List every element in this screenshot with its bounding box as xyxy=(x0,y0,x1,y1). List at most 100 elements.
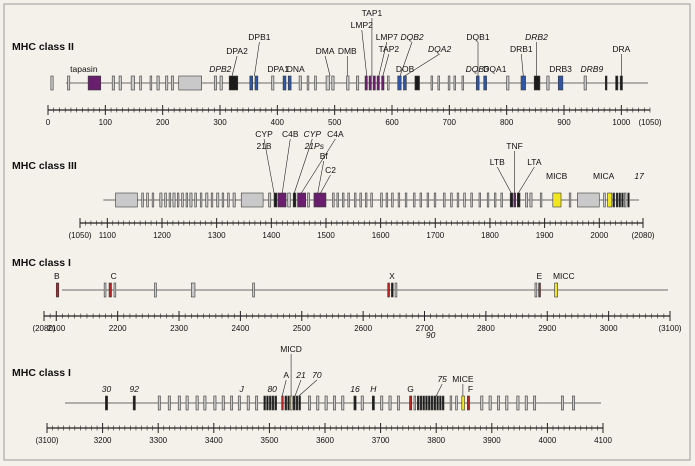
gene-block xyxy=(332,192,335,208)
gene-label: DRB9 xyxy=(581,64,604,74)
label-leader xyxy=(404,53,440,77)
gene-block xyxy=(494,192,497,208)
gene-block xyxy=(391,282,394,298)
gene-block xyxy=(268,192,272,208)
gene-label: 70 xyxy=(312,370,322,380)
gene-label: 75 xyxy=(437,374,447,384)
gene-block xyxy=(356,75,360,91)
axis-tick-label: 1700 xyxy=(426,231,444,240)
gene-block xyxy=(368,75,372,91)
gene-label: DPA1 xyxy=(267,64,289,74)
gene-block xyxy=(359,192,362,208)
gene-block xyxy=(509,192,514,208)
gene-block xyxy=(146,192,149,208)
gene-block xyxy=(403,75,407,91)
gene-label: E xyxy=(536,271,542,281)
gene-block xyxy=(185,395,189,411)
gene-label: MICE xyxy=(452,374,474,384)
axis-tick-label: 700 xyxy=(443,118,457,127)
gene-block xyxy=(480,395,484,411)
gene-label: DRA xyxy=(612,44,630,54)
row-2: MHC class I B C X E MICC (2080)2100 2200 2300 240… xyxy=(12,257,682,333)
label-leader xyxy=(293,138,313,194)
gene-block xyxy=(271,75,275,91)
gene-block xyxy=(287,192,291,208)
gene-block xyxy=(331,75,335,91)
label-leader xyxy=(361,29,368,77)
gene-block xyxy=(534,282,538,298)
gene-block xyxy=(55,282,60,298)
gene-block xyxy=(354,192,357,208)
gene-label: DNA xyxy=(287,64,305,74)
axis-tick-label: 3300 xyxy=(149,436,167,445)
gene-label: DRB3 xyxy=(549,64,572,74)
gene-block xyxy=(455,395,458,411)
axis-tick-label: 3800 xyxy=(427,436,445,445)
gene-label: MICB xyxy=(546,171,568,181)
gene-block xyxy=(151,192,155,208)
gene-block xyxy=(456,192,460,208)
label-leader xyxy=(382,53,390,77)
gene-label: TAP1 xyxy=(362,8,383,18)
label-leader xyxy=(301,138,336,194)
label-leader xyxy=(317,160,325,194)
gene-label: A xyxy=(283,370,289,380)
gene-block xyxy=(240,192,264,208)
gene-block xyxy=(306,75,310,91)
axis-tick-label: (2080) xyxy=(631,231,654,240)
axis-tick-label: 1800 xyxy=(481,231,499,240)
gene-block xyxy=(277,192,287,208)
gene-block xyxy=(266,395,269,411)
gene-block xyxy=(506,75,510,91)
gene-label: 92 xyxy=(130,384,140,394)
gene-label: 16 xyxy=(350,384,360,394)
gene-block xyxy=(181,192,184,208)
gene-block xyxy=(413,395,416,411)
gene-block xyxy=(486,192,490,208)
gene-block xyxy=(210,192,214,208)
gene-block xyxy=(164,192,167,208)
gene-block xyxy=(513,192,516,208)
gene-block xyxy=(232,192,236,208)
gene-block xyxy=(281,395,284,411)
gene-label: CYP xyxy=(304,129,322,139)
gene-label: 80 xyxy=(267,384,277,394)
gene-block xyxy=(371,395,375,411)
gene-label: DOB xyxy=(396,64,415,74)
gene-block xyxy=(385,192,389,208)
row-title: MHC class I xyxy=(12,367,71,379)
axis-tick-label: 3600 xyxy=(316,436,334,445)
axis-tick-label: 300 xyxy=(213,118,227,127)
gene-block xyxy=(381,75,385,91)
gene-block xyxy=(607,192,613,208)
gene-block xyxy=(221,192,225,208)
gene-block xyxy=(372,75,376,91)
gene-label: MICD xyxy=(280,344,302,354)
gene-block xyxy=(488,395,492,411)
gene-block xyxy=(269,395,272,411)
gene-block xyxy=(539,192,543,208)
gene-block xyxy=(298,395,301,411)
axis-tick-label: 2000 xyxy=(590,231,608,240)
gene-label: TNF xyxy=(506,141,523,151)
gene-label: DMA xyxy=(316,46,335,56)
gene-block xyxy=(177,395,181,411)
gene-block xyxy=(203,395,207,411)
label-leader xyxy=(254,41,260,77)
gene-block xyxy=(324,395,328,411)
gene-block xyxy=(205,192,209,208)
gene-block xyxy=(419,192,422,208)
label-leader xyxy=(263,138,275,194)
axis-tick-label: 3000 xyxy=(600,324,618,333)
gene-block xyxy=(195,395,199,411)
gene-block xyxy=(316,395,320,411)
gene-block xyxy=(416,395,420,411)
gene-block xyxy=(347,192,350,208)
gene-block xyxy=(538,282,541,298)
label-leader xyxy=(378,41,388,77)
gene-block xyxy=(516,192,521,208)
gene-block xyxy=(520,75,526,91)
gene-block xyxy=(409,395,413,411)
